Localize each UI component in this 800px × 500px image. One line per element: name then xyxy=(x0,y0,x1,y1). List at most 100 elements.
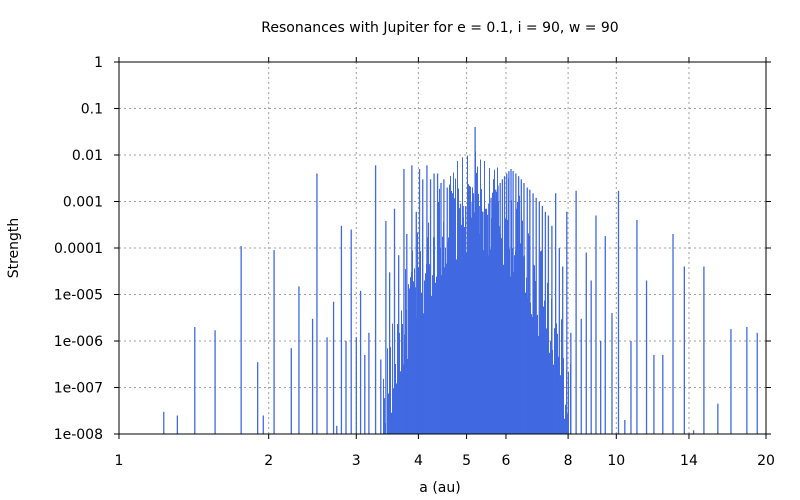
resonance-bar xyxy=(240,246,242,434)
resonance-bar xyxy=(490,197,492,434)
resonance-bar xyxy=(163,411,165,434)
resonance-bar-fill xyxy=(565,404,566,434)
resonance-bar xyxy=(604,236,606,434)
resonance-bar-fill xyxy=(554,328,555,434)
resonance-bar-fill xyxy=(438,201,439,434)
resonance-bar xyxy=(538,201,540,434)
resonance-bar xyxy=(547,215,550,434)
resonance-bar xyxy=(298,286,300,434)
resonance-bar xyxy=(562,266,564,434)
x-tick-label: 20 xyxy=(757,453,775,469)
grid-lines xyxy=(119,62,766,434)
resonance-bar-fill xyxy=(503,264,504,434)
resonance-bar xyxy=(436,173,439,434)
resonance-bar xyxy=(451,193,454,434)
resonance-bar-fill xyxy=(480,159,481,434)
chart-title: Resonances with Jupiter for e = 0.1, i =… xyxy=(261,20,618,36)
resonance-bar xyxy=(374,165,377,434)
resonance-bar xyxy=(570,332,572,434)
resonance-bar xyxy=(388,272,391,434)
resonance-bar xyxy=(506,173,508,434)
resonance-bar xyxy=(316,173,318,434)
resonance-bar xyxy=(683,266,685,434)
resonance-bar-fill xyxy=(462,157,463,434)
resonance-bar xyxy=(510,168,512,434)
resonance-bar xyxy=(512,171,514,435)
resonance-bar xyxy=(433,173,435,434)
resonance-bar-fill xyxy=(423,313,424,434)
resonance-bar xyxy=(429,179,432,434)
resonance-bar xyxy=(336,425,338,434)
resonance-bar xyxy=(566,211,568,434)
resonance-bar-fill xyxy=(492,192,493,434)
resonance-bar-fill xyxy=(428,222,429,434)
resonance-bar-fill xyxy=(424,280,425,434)
resonance-bar xyxy=(575,190,577,434)
resonance-bar xyxy=(515,173,517,434)
x-tick-label: 14 xyxy=(680,453,698,469)
resonance-bar-fill xyxy=(453,172,454,434)
resonance-bar-fill xyxy=(558,356,559,434)
resonance-bar-fill xyxy=(425,273,426,434)
resonance-bar-fill xyxy=(505,218,506,434)
resonance-bar-fill xyxy=(384,398,385,434)
resonance-bar xyxy=(532,193,534,434)
resonance-bar xyxy=(600,341,602,434)
resonance-bar xyxy=(558,248,560,434)
resonance-bar xyxy=(746,327,748,434)
resonance-bar xyxy=(730,329,732,434)
resonance-bar xyxy=(495,189,497,434)
resonance-bar-fill xyxy=(535,280,536,434)
y-axis-label: Strength xyxy=(6,218,22,279)
resonance-bar-fill xyxy=(392,323,393,434)
resonance-bar xyxy=(590,280,592,434)
resonance-bar xyxy=(476,197,478,434)
resonance-bar-fill xyxy=(390,347,391,434)
resonance-bar-fill xyxy=(546,328,547,434)
resonance-bar-fill xyxy=(519,195,520,434)
resonance-bar xyxy=(662,354,664,434)
resonance-bar-fill xyxy=(567,413,568,434)
resonance-bar xyxy=(448,189,451,434)
resonance-bar-fill xyxy=(531,314,532,434)
resonance-bar xyxy=(580,318,582,434)
resonance-bar xyxy=(585,252,587,434)
resonance-bar xyxy=(345,341,347,434)
resonance-bar xyxy=(672,234,674,434)
resonance-bar xyxy=(488,203,490,434)
resonance-bar xyxy=(355,337,357,434)
resonance-bar xyxy=(262,415,264,434)
resonance-bar-fill xyxy=(448,237,449,434)
y-tick-label: 0.1 xyxy=(81,102,103,118)
resonance-bar-fill xyxy=(540,251,541,434)
resonance-bar-fill xyxy=(556,323,557,434)
resonance-bar xyxy=(497,185,499,434)
resonance-bar xyxy=(645,280,648,434)
resonance-bar-fill xyxy=(388,393,389,434)
resonance-bar xyxy=(470,201,472,434)
resonance-bar xyxy=(499,182,501,434)
resonance-bar-fill xyxy=(564,418,565,434)
y-tick-label: 1e-007 xyxy=(54,381,103,397)
resonance-bar xyxy=(446,187,448,434)
resonance-bar xyxy=(472,193,475,434)
resonance-bar-fill xyxy=(395,364,396,434)
resonance-bar xyxy=(411,165,413,434)
resonance-bar xyxy=(474,127,476,434)
resonance-bar-fill xyxy=(543,306,544,434)
resonance-bar xyxy=(508,171,510,435)
resonance-bar-fill xyxy=(450,176,451,435)
resonance-bar xyxy=(326,337,328,434)
x-tick-label: 6 xyxy=(502,453,511,469)
resonance-bar-fill xyxy=(387,348,388,434)
resonance-bar-fill xyxy=(420,251,421,434)
resonance-bar-fill xyxy=(461,224,462,434)
resonance-bar-fill xyxy=(417,232,418,434)
resonance-bar xyxy=(380,359,382,434)
resonance-bar xyxy=(364,354,366,434)
resonance-bar-fill xyxy=(487,214,488,434)
resonance-bar-fill xyxy=(507,220,508,434)
resonance-bar xyxy=(692,430,695,434)
axis-ticks: 1e-008 1e-007 1e-006 1e-005 0.0001 0.001 0.01 0… xyxy=(54,55,775,469)
